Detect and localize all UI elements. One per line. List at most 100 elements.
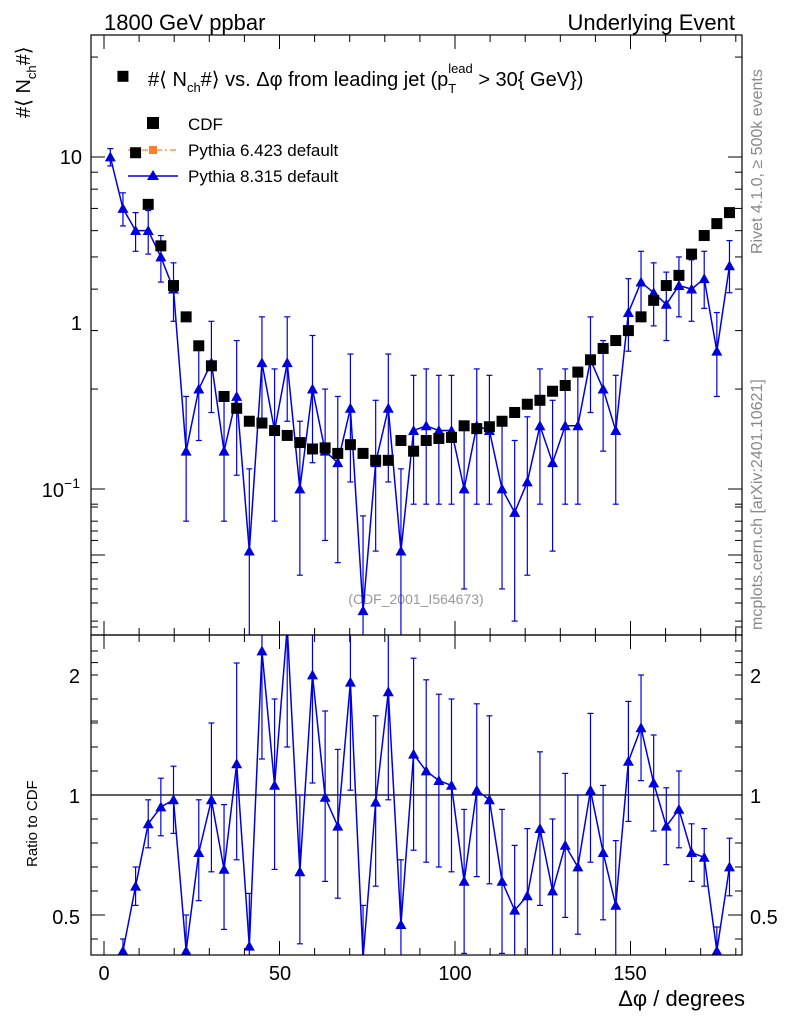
ratio-ytick-right-2: 2 [750, 666, 761, 688]
title-sup-lead: lead [448, 61, 473, 76]
pythia8-point [104, 151, 116, 162]
cdf-point [420, 434, 432, 446]
cdf-point [673, 269, 685, 281]
ratio-point [218, 863, 230, 874]
ratio-point [243, 940, 255, 951]
ratio-point [306, 669, 318, 680]
cdf-point [521, 398, 533, 410]
title-tail: > 30{ GeV}) [473, 69, 584, 91]
ratio-ytick-left-0.5: 0.5 [52, 907, 80, 929]
cdf-point [723, 207, 735, 219]
ratio-point [382, 686, 394, 697]
cdf-point [483, 421, 495, 433]
cdf-point [319, 442, 331, 454]
ratio-ytick-right-0.5: 0.5 [750, 907, 778, 929]
ratio-point [648, 777, 660, 788]
pythia8-point [648, 287, 660, 298]
ytick-label-0.1: 10−1 [42, 475, 80, 502]
legend-label-pythia8: Pythia 8.315 default [188, 167, 339, 186]
ratio-point [711, 945, 723, 955]
pythia8-point [395, 545, 407, 556]
ratio-point [332, 820, 344, 831]
header-right: Underlying Event [567, 10, 735, 35]
ratio-panel-frame [90, 634, 743, 956]
ratio-point [686, 847, 698, 857]
pythia8-point [130, 225, 142, 236]
ratio-panel-data [91, 622, 742, 955]
xtick-label-0: 0 [98, 963, 109, 985]
ratio-point [660, 820, 672, 831]
pythia8-point [686, 283, 698, 294]
cdf-point [610, 335, 622, 347]
pythia8-point [357, 605, 369, 616]
ratio-ytick-left-1: 1 [69, 786, 80, 808]
ratio-point [282, 622, 293, 632]
ratio-point [142, 818, 154, 829]
ylabel-pre: #⟨ N [13, 79, 35, 118]
ratio-point [193, 847, 205, 857]
pythia8-point [306, 383, 318, 394]
ytick-label-1: 1 [71, 313, 82, 335]
ratio-point [319, 791, 331, 802]
pythia8-point [559, 420, 571, 431]
ratio-point [256, 645, 268, 656]
cdf-point [584, 354, 596, 366]
title-after-ch: #⟩ vs. Δφ from leading jet (p [201, 69, 449, 91]
plot-title: #⟨ Nch#⟩ vs. Δφ from leading jet (pTlead… [148, 61, 583, 96]
ratio-point [155, 801, 167, 812]
ratio-point [344, 676, 356, 687]
ratio-point [117, 945, 129, 955]
ratio-ytick-left-2: 2 [69, 666, 80, 688]
cdf-point [332, 447, 344, 459]
cdf-point [496, 415, 508, 427]
x-axis-label: Δφ / degrees [618, 986, 745, 1011]
cdf-point [686, 248, 698, 260]
pythia8-point [256, 357, 268, 368]
pythia8-point [673, 280, 685, 290]
title-sub-ch: ch [187, 80, 201, 95]
rivet-label: Rivet 4.1.0, ≥ 500k events [749, 69, 766, 254]
ratio-point [445, 779, 457, 790]
ratio-point [547, 885, 559, 896]
cdf-point [635, 311, 647, 323]
cdf-point [306, 443, 318, 455]
cdf-point [711, 218, 723, 230]
pythia8-point [281, 357, 293, 368]
pythia8-point [534, 420, 546, 431]
ratio-point [496, 875, 508, 886]
cdf-point [559, 379, 571, 391]
ratio-point [534, 823, 546, 833]
ratio-point [408, 748, 420, 759]
cdf-point [218, 390, 230, 402]
cdf-point [142, 198, 154, 210]
cdf-point [370, 454, 382, 466]
cdf-point [269, 425, 281, 437]
pythia8-point [408, 425, 420, 435]
cdf-point [243, 415, 255, 427]
pythia8-point [382, 402, 394, 413]
pythia8-point [294, 483, 306, 494]
top-panel-data [104, 70, 735, 635]
pythia8-point [622, 307, 634, 317]
ratio-point [205, 794, 217, 805]
pythia8-point [547, 457, 559, 468]
cdf-point [193, 340, 205, 352]
ratio-point [269, 779, 281, 790]
cdf-point [281, 429, 293, 441]
cdf-point [660, 280, 672, 292]
xtick-label-50: 50 [269, 963, 291, 985]
pythia8-point [218, 445, 230, 456]
cdf-point [445, 431, 457, 443]
cdf-point [256, 417, 268, 429]
legend-marker-pythia6 [149, 146, 157, 154]
pythia8-point [723, 260, 735, 271]
pythia8-point [433, 425, 445, 435]
pythia8-point [572, 420, 584, 431]
cdf-point [117, 70, 129, 82]
cdf-point [294, 437, 306, 449]
cdf-point [395, 434, 407, 446]
pythia8-point [521, 476, 533, 487]
ratio-point [395, 919, 407, 929]
ratio-point [180, 945, 192, 955]
cdf-point [167, 280, 179, 292]
